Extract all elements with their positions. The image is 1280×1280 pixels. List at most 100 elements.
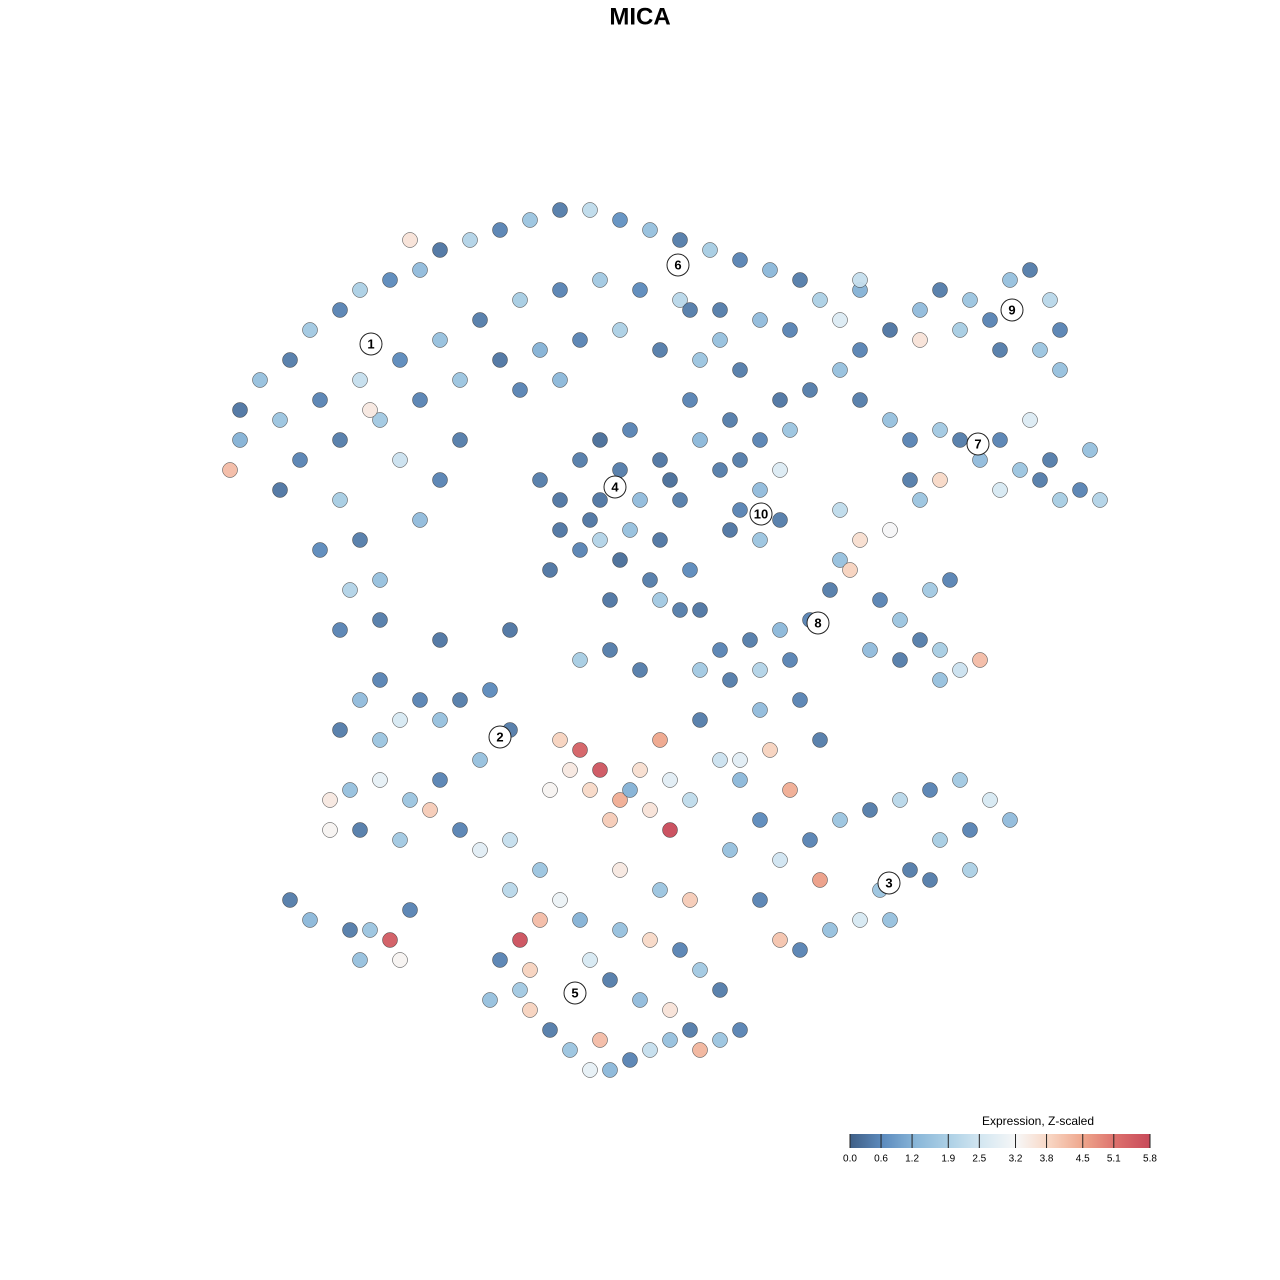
point xyxy=(312,542,328,558)
point xyxy=(512,292,528,308)
point xyxy=(1082,442,1098,458)
point xyxy=(852,532,868,548)
point xyxy=(592,532,608,548)
point xyxy=(802,832,818,848)
point xyxy=(302,912,318,928)
point xyxy=(362,922,378,938)
point xyxy=(662,1032,678,1048)
point xyxy=(752,312,768,328)
point xyxy=(382,272,398,288)
point xyxy=(542,1022,558,1038)
point xyxy=(662,772,678,788)
point xyxy=(562,1042,578,1058)
colorbar-tick-label: 4.5 xyxy=(1076,1154,1090,1165)
colorbar-tick-label: 5.1 xyxy=(1107,1154,1121,1165)
point xyxy=(612,922,628,938)
point xyxy=(642,222,658,238)
point xyxy=(1052,322,1068,338)
point xyxy=(772,462,788,478)
point xyxy=(732,752,748,768)
point xyxy=(432,472,448,488)
point xyxy=(352,952,368,968)
point xyxy=(432,332,448,348)
point xyxy=(732,362,748,378)
point xyxy=(832,362,848,378)
point xyxy=(672,492,688,508)
point xyxy=(372,732,388,748)
cluster-label: 4 xyxy=(611,479,619,494)
point xyxy=(882,522,898,538)
point xyxy=(832,502,848,518)
point xyxy=(752,482,768,498)
colorbar xyxy=(850,1134,1150,1148)
point xyxy=(812,872,828,888)
cluster-marker xyxy=(359,332,383,356)
point xyxy=(622,782,638,798)
point xyxy=(692,962,708,978)
point xyxy=(842,562,858,578)
point xyxy=(572,452,588,468)
cluster-marker xyxy=(966,432,990,456)
point xyxy=(572,542,588,558)
point xyxy=(632,662,648,678)
point xyxy=(482,682,498,698)
point xyxy=(682,302,698,318)
point xyxy=(402,902,418,918)
point xyxy=(392,952,408,968)
point xyxy=(862,642,878,658)
point xyxy=(612,862,628,878)
point xyxy=(742,632,758,648)
point xyxy=(462,232,478,248)
cluster-marker xyxy=(666,253,690,277)
point xyxy=(772,622,788,638)
point xyxy=(682,562,698,578)
point xyxy=(832,552,848,568)
point xyxy=(452,432,468,448)
point xyxy=(792,942,808,958)
point xyxy=(502,622,518,638)
point xyxy=(912,302,928,318)
point xyxy=(432,632,448,648)
cluster-label: 1 xyxy=(367,336,374,351)
point xyxy=(892,612,908,628)
point xyxy=(472,842,488,858)
point xyxy=(582,1062,598,1078)
point xyxy=(582,782,598,798)
point xyxy=(882,912,898,928)
point xyxy=(682,1022,698,1038)
point xyxy=(872,592,888,608)
point xyxy=(512,382,528,398)
point xyxy=(692,432,708,448)
point xyxy=(712,752,728,768)
point xyxy=(602,1062,618,1078)
cluster-marker xyxy=(749,502,773,526)
cluster-label: 5 xyxy=(571,985,578,1000)
point xyxy=(552,492,568,508)
point xyxy=(932,672,948,688)
point xyxy=(712,982,728,998)
point xyxy=(612,552,628,568)
point xyxy=(902,432,918,448)
point xyxy=(652,452,668,468)
point xyxy=(322,792,338,808)
point xyxy=(652,532,668,548)
point xyxy=(232,402,248,418)
point xyxy=(692,352,708,368)
point xyxy=(272,482,288,498)
point xyxy=(552,522,568,538)
point xyxy=(972,652,988,668)
point xyxy=(792,272,808,288)
point xyxy=(432,242,448,258)
colorbar-tick-label: 0.6 xyxy=(874,1154,888,1165)
point xyxy=(722,672,738,688)
point xyxy=(852,272,868,288)
point xyxy=(372,612,388,628)
point xyxy=(432,712,448,728)
point xyxy=(672,602,688,618)
point xyxy=(612,792,628,808)
point xyxy=(652,592,668,608)
point xyxy=(692,602,708,618)
point xyxy=(1022,412,1038,428)
point xyxy=(372,772,388,788)
point xyxy=(552,202,568,218)
